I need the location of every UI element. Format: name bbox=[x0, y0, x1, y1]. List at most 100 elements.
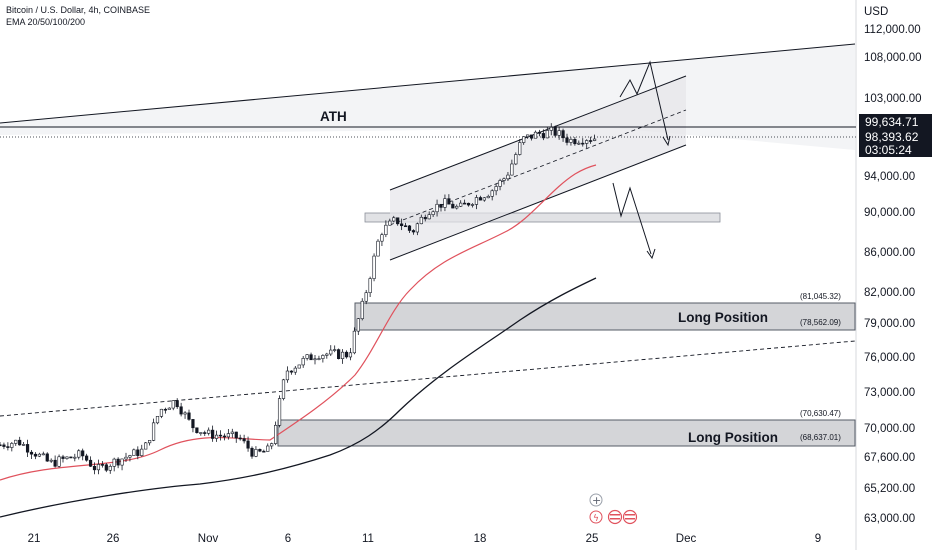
candle-body bbox=[364, 292, 368, 302]
candle-body bbox=[435, 203, 439, 213]
candle-body bbox=[502, 178, 506, 181]
price-tick-label: 112,000.00 bbox=[864, 24, 921, 36]
price-tick-label: 108,000.00 bbox=[864, 52, 922, 64]
time-tick-label: 21 bbox=[28, 533, 41, 545]
candle-body bbox=[69, 456, 73, 459]
candle-body bbox=[486, 195, 490, 199]
flash-event-icon[interactable] bbox=[589, 510, 603, 524]
candle-body bbox=[222, 435, 227, 438]
candle-body bbox=[250, 447, 254, 457]
zone-upper-top-value: (81,045.32) bbox=[800, 292, 841, 301]
candle-body bbox=[431, 211, 435, 215]
candle-body bbox=[148, 440, 152, 444]
candle-body bbox=[128, 455, 132, 458]
candle-body bbox=[419, 216, 423, 225]
candlesticks bbox=[0, 123, 597, 475]
time-axis[interactable]: 21 26 Nov 6 11 18 25 Dec 9 bbox=[28, 533, 822, 545]
candle-body bbox=[140, 448, 144, 456]
candle-body bbox=[246, 440, 250, 449]
candle-body bbox=[592, 138, 597, 141]
candle-body bbox=[526, 134, 530, 138]
candle-body bbox=[321, 355, 325, 359]
candle-body bbox=[514, 154, 518, 165]
us-flag-icon-2[interactable] bbox=[622, 509, 638, 525]
candle-body bbox=[498, 180, 502, 187]
candle-body bbox=[537, 131, 542, 134]
price-tick-label: 70,000.00 bbox=[864, 423, 915, 435]
candle-body bbox=[478, 197, 482, 201]
candle-body bbox=[14, 439, 18, 444]
time-tick-label: 9 bbox=[815, 533, 821, 545]
candle-body bbox=[270, 443, 274, 447]
channel-lower-line bbox=[389, 144, 687, 261]
candle-body bbox=[470, 204, 475, 206]
candle-body bbox=[344, 351, 349, 358]
candle-body bbox=[289, 370, 293, 373]
candle-body bbox=[29, 451, 34, 455]
candle-body bbox=[529, 134, 534, 139]
price-axis[interactable]: 112,000.00 108,000.00 103,000.00 94,000.00 9… bbox=[864, 24, 922, 525]
candle-body bbox=[352, 330, 356, 354]
candle-body bbox=[175, 400, 179, 408]
candle-body bbox=[108, 466, 112, 471]
candle-body bbox=[22, 444, 26, 446]
candle-body bbox=[423, 216, 427, 220]
long-position-label-lower: Long Position bbox=[688, 430, 778, 445]
flash-event-icon-glyph: ϟ bbox=[593, 514, 599, 524]
candle-body bbox=[171, 400, 175, 409]
us-flag-icon-1[interactable] bbox=[607, 509, 623, 525]
us-flag-stripes-2b bbox=[625, 518, 635, 520]
price-tick-label: 90,000.00 bbox=[864, 207, 915, 219]
candle-body bbox=[218, 434, 223, 437]
candle-body bbox=[258, 449, 262, 452]
currency-label[interactable]: USD bbox=[864, 6, 888, 18]
time-tick-label: 25 bbox=[586, 533, 599, 545]
candle-body bbox=[443, 198, 447, 208]
candle-body bbox=[238, 437, 242, 440]
candle-body bbox=[329, 349, 333, 355]
candle-body bbox=[447, 198, 451, 205]
candle-body bbox=[191, 419, 195, 429]
zone-upper-bottom-value: (78,562.09) bbox=[800, 318, 841, 327]
candle-body bbox=[57, 456, 61, 467]
time-tick-label: 26 bbox=[107, 533, 120, 545]
candle-body bbox=[557, 130, 561, 136]
candle-body bbox=[474, 197, 479, 205]
candle-body bbox=[234, 431, 238, 439]
candle-body bbox=[116, 458, 120, 466]
candle-body bbox=[518, 142, 522, 155]
us-flag-stripes-1 bbox=[610, 514, 620, 516]
candle-body bbox=[573, 139, 577, 145]
candle-body bbox=[482, 197, 486, 201]
candle-body bbox=[400, 223, 404, 227]
candle-body bbox=[155, 416, 160, 424]
candle-body bbox=[2, 444, 6, 447]
candle-body bbox=[262, 450, 266, 453]
time-tick-label: Dec bbox=[676, 533, 697, 545]
candle-body bbox=[333, 349, 337, 351]
add-event-icon[interactable] bbox=[589, 493, 603, 507]
channel-mid-line bbox=[389, 109, 687, 226]
candle-body bbox=[368, 278, 372, 294]
candle-body bbox=[348, 352, 353, 358]
price-tick-label: 73,000.00 bbox=[864, 387, 915, 399]
candle-body bbox=[427, 214, 431, 220]
candle-body bbox=[61, 456, 65, 459]
candle-body bbox=[384, 224, 388, 235]
ascending-channel bbox=[390, 76, 686, 260]
candle-body bbox=[274, 424, 278, 444]
ath-price-tag bbox=[859, 114, 932, 129]
candle-body bbox=[459, 202, 463, 207]
candle-body bbox=[466, 202, 471, 206]
wide-channel-shade bbox=[0, 44, 855, 150]
candle-body bbox=[439, 203, 443, 208]
candle-body bbox=[25, 444, 30, 453]
candle-body bbox=[549, 126, 553, 131]
us-flag-stripes-1b bbox=[610, 518, 620, 520]
candle-body bbox=[45, 453, 49, 462]
candle-body bbox=[96, 464, 101, 471]
candle-body bbox=[88, 459, 93, 467]
candle-body bbox=[10, 443, 14, 448]
candle-body bbox=[577, 142, 581, 145]
